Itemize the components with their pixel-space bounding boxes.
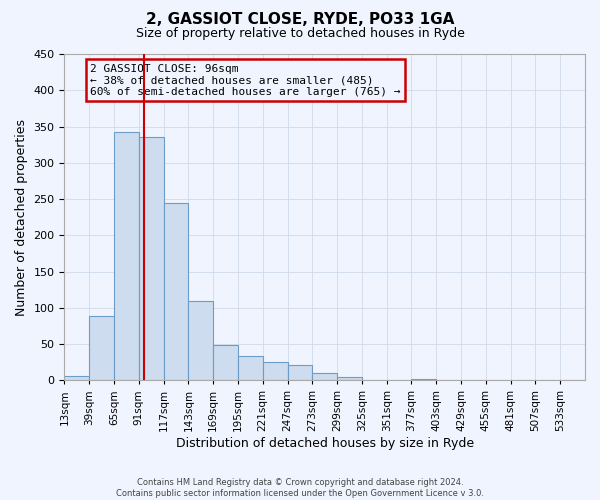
Text: Contains HM Land Registry data © Crown copyright and database right 2024.
Contai: Contains HM Land Registry data © Crown c… [116, 478, 484, 498]
Bar [213, 345, 238, 380]
Bar [263, 362, 287, 380]
Bar [412, 379, 436, 380]
Bar [238, 356, 263, 380]
X-axis label: Distribution of detached houses by size in Ryde: Distribution of detached houses by size … [176, 437, 474, 450]
Text: Size of property relative to detached houses in Ryde: Size of property relative to detached ho… [136, 28, 464, 40]
Bar [64, 376, 89, 380]
Bar [337, 378, 362, 380]
Bar [89, 316, 114, 380]
Bar [313, 373, 337, 380]
Bar [114, 132, 139, 380]
Bar [287, 365, 313, 380]
Text: 2, GASSIOT CLOSE, RYDE, PO33 1GA: 2, GASSIOT CLOSE, RYDE, PO33 1GA [146, 12, 454, 28]
Bar [188, 300, 213, 380]
Y-axis label: Number of detached properties: Number of detached properties [15, 118, 28, 316]
Bar [139, 138, 164, 380]
Text: 2 GASSIOT CLOSE: 96sqm
← 38% of detached houses are smaller (485)
60% of semi-de: 2 GASSIOT CLOSE: 96sqm ← 38% of detached… [91, 64, 401, 97]
Bar [164, 202, 188, 380]
